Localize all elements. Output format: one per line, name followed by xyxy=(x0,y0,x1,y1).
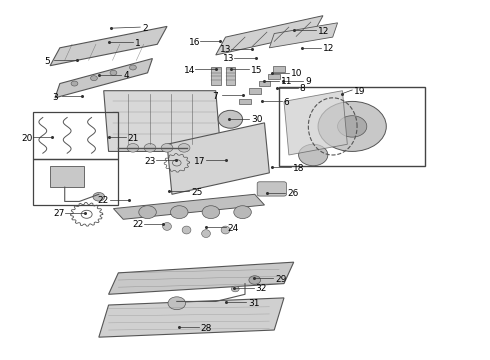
Text: 18: 18 xyxy=(293,164,305,173)
Text: 6: 6 xyxy=(283,98,289,107)
Bar xyxy=(225,67,235,85)
Text: 2: 2 xyxy=(143,24,148,33)
Text: 19: 19 xyxy=(354,86,366,95)
Bar xyxy=(269,73,280,79)
Text: 31: 31 xyxy=(248,299,259,308)
Text: 3: 3 xyxy=(52,93,58,102)
Text: 4: 4 xyxy=(123,71,129,80)
Bar xyxy=(249,88,261,94)
Circle shape xyxy=(144,144,156,152)
Text: 28: 28 xyxy=(201,324,212,333)
Polygon shape xyxy=(50,26,167,66)
Circle shape xyxy=(338,116,367,137)
Text: 1: 1 xyxy=(135,39,141,48)
Ellipse shape xyxy=(163,222,172,230)
Bar xyxy=(211,67,220,85)
Polygon shape xyxy=(99,298,284,337)
Bar xyxy=(50,166,84,187)
Text: 23: 23 xyxy=(145,157,156,166)
Text: 17: 17 xyxy=(195,157,206,166)
Polygon shape xyxy=(270,23,338,48)
Ellipse shape xyxy=(221,226,230,234)
Text: 24: 24 xyxy=(227,224,239,233)
Text: 26: 26 xyxy=(287,189,298,198)
Text: 13: 13 xyxy=(220,45,231,54)
Text: 10: 10 xyxy=(291,69,303,78)
Circle shape xyxy=(234,206,251,219)
Circle shape xyxy=(298,144,328,166)
Circle shape xyxy=(171,206,188,219)
Circle shape xyxy=(161,144,173,152)
Text: 7: 7 xyxy=(212,91,218,100)
Ellipse shape xyxy=(202,230,210,238)
Text: 16: 16 xyxy=(189,38,200,47)
Text: 29: 29 xyxy=(275,275,287,284)
Text: 5: 5 xyxy=(44,57,50,66)
Bar xyxy=(279,87,425,166)
Polygon shape xyxy=(109,262,294,294)
Bar xyxy=(33,158,118,205)
Polygon shape xyxy=(284,91,347,155)
Text: 15: 15 xyxy=(251,66,262,75)
Circle shape xyxy=(249,276,261,284)
Circle shape xyxy=(129,65,136,70)
Circle shape xyxy=(231,286,239,292)
Text: 9: 9 xyxy=(305,77,311,86)
Text: 20: 20 xyxy=(22,134,33,143)
Text: 14: 14 xyxy=(184,66,195,75)
Circle shape xyxy=(168,297,186,310)
Text: 27: 27 xyxy=(53,210,64,219)
Polygon shape xyxy=(104,91,220,152)
Polygon shape xyxy=(216,16,323,55)
Text: 30: 30 xyxy=(251,115,262,124)
Bar xyxy=(239,99,251,104)
FancyBboxPatch shape xyxy=(257,182,287,196)
Circle shape xyxy=(110,70,117,75)
Circle shape xyxy=(93,193,105,201)
Polygon shape xyxy=(114,194,265,219)
Ellipse shape xyxy=(182,226,191,234)
Text: 12: 12 xyxy=(322,44,334,53)
Circle shape xyxy=(71,81,78,86)
Circle shape xyxy=(202,206,220,219)
Text: 13: 13 xyxy=(222,54,234,63)
Circle shape xyxy=(218,111,243,128)
Text: 22: 22 xyxy=(132,220,143,229)
Text: 8: 8 xyxy=(299,84,305,93)
Text: 12: 12 xyxy=(318,27,329,36)
Text: 25: 25 xyxy=(191,188,202,197)
Polygon shape xyxy=(55,59,152,98)
Bar xyxy=(259,81,270,86)
Polygon shape xyxy=(167,123,270,194)
Circle shape xyxy=(127,144,139,152)
Circle shape xyxy=(318,102,386,152)
Text: 11: 11 xyxy=(281,77,293,86)
Text: 21: 21 xyxy=(127,134,139,143)
Circle shape xyxy=(91,76,98,81)
Circle shape xyxy=(139,206,156,219)
Bar xyxy=(273,66,285,72)
Text: 32: 32 xyxy=(256,284,267,293)
Text: 22: 22 xyxy=(98,196,109,205)
Circle shape xyxy=(178,144,190,152)
Bar xyxy=(33,112,118,158)
